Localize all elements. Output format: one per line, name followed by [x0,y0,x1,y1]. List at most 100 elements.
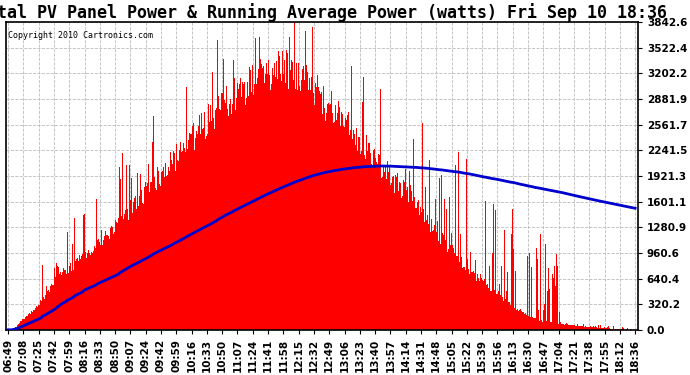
Bar [57,266,58,330]
Bar [379,155,380,330]
Bar [446,209,447,330]
Bar [163,167,164,330]
Bar [615,329,616,330]
Bar [279,56,280,330]
Bar [133,202,134,330]
Bar [110,228,111,330]
Bar [166,176,167,330]
Bar [103,240,104,330]
Bar [360,154,361,330]
Bar [531,318,533,330]
Bar [533,318,534,330]
Bar [151,182,152,330]
Bar [102,245,103,330]
Bar [266,63,267,330]
Bar [407,187,408,330]
Bar [262,68,264,330]
Bar [333,123,334,330]
Bar [420,207,421,330]
Bar [276,61,277,330]
Bar [294,21,295,330]
Bar [109,239,110,330]
Bar [488,288,489,330]
Bar [220,110,221,330]
Bar [139,196,140,330]
Bar [285,84,286,330]
Bar [19,322,20,330]
Bar [405,169,406,330]
Bar [90,255,91,330]
Bar [513,308,515,330]
Bar [302,69,303,330]
Bar [497,294,498,330]
Bar [455,165,456,330]
Bar [386,179,387,330]
Bar [327,104,328,330]
Bar [138,207,139,330]
Bar [342,114,343,330]
Bar [100,244,101,330]
Bar [608,326,609,330]
Bar [75,261,76,330]
Bar [521,312,522,330]
Bar [64,270,65,330]
Bar [74,218,75,330]
Bar [621,329,622,330]
Bar [268,75,270,330]
Bar [408,171,410,330]
Bar [334,122,335,330]
Bar [199,141,201,330]
Bar [312,27,313,330]
Bar [172,151,174,330]
Bar [500,295,501,330]
Bar [249,68,250,330]
Bar [161,172,162,330]
Bar [507,272,509,330]
Bar [477,278,479,330]
Bar [164,177,165,330]
Bar [587,327,588,330]
Bar [14,327,16,330]
Bar [77,265,79,330]
Bar [564,324,566,330]
Bar [409,206,411,330]
Bar [309,78,310,330]
Bar [336,120,337,330]
Bar [449,196,450,330]
Bar [509,302,510,330]
Bar [169,171,170,330]
Bar [623,328,624,330]
Bar [88,249,89,330]
Bar [34,309,35,330]
Bar [397,173,398,330]
Bar [363,77,364,330]
Bar [385,165,386,330]
Bar [538,309,539,330]
Bar [167,175,168,330]
Bar [413,139,414,330]
Bar [597,328,598,330]
Bar [282,51,283,330]
Bar [404,183,405,330]
Bar [111,226,112,330]
Bar [185,152,186,330]
Title: Total PV Panel Power & Running Average Power (watts) Fri Sep 10 18:36: Total PV Panel Power & Running Average P… [0,3,667,22]
Bar [159,184,160,330]
Bar [339,116,340,330]
Bar [21,321,22,330]
Bar [456,256,457,330]
Bar [115,220,116,330]
Bar [394,193,395,330]
Bar [519,310,520,330]
Bar [411,191,412,330]
Bar [439,178,440,330]
Bar [231,114,232,330]
Bar [240,78,241,330]
Bar [445,240,446,330]
Bar [448,249,449,330]
Bar [205,139,206,330]
Bar [555,254,557,330]
Bar [343,126,344,330]
Bar [427,216,428,330]
Bar [540,234,542,330]
